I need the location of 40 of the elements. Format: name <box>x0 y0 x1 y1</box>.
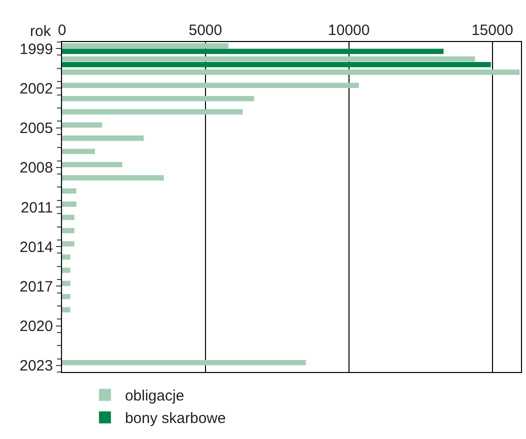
bar <box>62 82 359 88</box>
y-tick-label: 2011 <box>20 199 53 216</box>
y-tick-label: 2014 <box>20 238 53 256</box>
bar <box>62 136 144 141</box>
bar <box>62 280 70 286</box>
y-tick-label: 2002 <box>20 80 53 98</box>
bar <box>62 148 95 154</box>
bar <box>62 214 74 220</box>
bar <box>62 96 254 102</box>
y-axis-title: rok <box>30 23 52 40</box>
bar <box>62 162 122 168</box>
bar <box>62 48 444 54</box>
bar <box>62 62 491 68</box>
bar <box>62 228 74 234</box>
bar <box>62 202 76 207</box>
bar <box>62 122 102 128</box>
bar <box>62 43 228 48</box>
x-tick-label: 5000 <box>188 22 222 39</box>
x-tick-label: 10000 <box>328 22 370 39</box>
y-tick-label: 2020 <box>20 318 53 336</box>
bar <box>62 70 520 75</box>
bar <box>62 360 306 366</box>
bar <box>62 294 70 300</box>
x-tick-label: 15000 <box>471 22 514 39</box>
bar <box>62 254 70 260</box>
bar <box>62 109 243 114</box>
bar <box>62 175 164 180</box>
legend-label: bony skarbowe <box>124 410 226 428</box>
bar <box>62 268 70 273</box>
bar <box>62 188 76 194</box>
bar <box>62 241 74 246</box>
bar <box>62 56 476 62</box>
bar <box>62 307 70 312</box>
y-tick-label: 2023 <box>20 358 53 375</box>
y-tick-label: 2005 <box>20 120 53 138</box>
y-tick-label: 2008 <box>20 160 53 177</box>
y-tick-label: 2017 <box>20 278 53 296</box>
legend-label: obligacje <box>124 388 184 405</box>
y-tick-label: 1999 <box>20 40 53 58</box>
x-tick-label: 0 <box>58 22 66 39</box>
